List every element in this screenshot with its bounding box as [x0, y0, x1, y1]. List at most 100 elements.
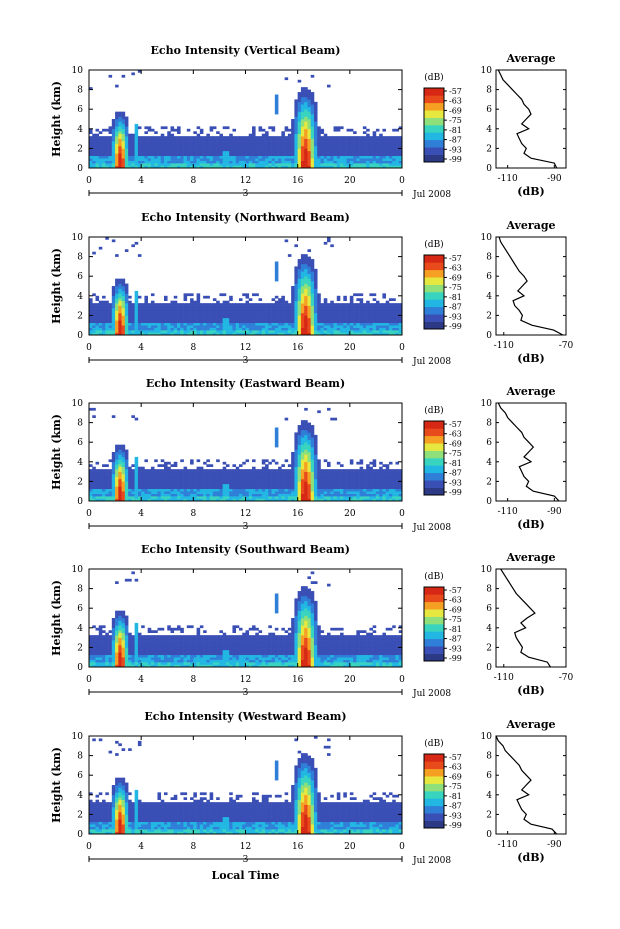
heatmap-cell [372, 486, 377, 490]
heatmap-cell [336, 145, 341, 149]
heatmap-cell [196, 141, 201, 144]
heatmap-cell [186, 327, 191, 331]
heatmap-cell [349, 160, 354, 164]
colorbar-segment [424, 487, 444, 496]
heatmap-cell [265, 131, 269, 134]
heatmap-cell [180, 493, 184, 497]
heatmap-cell [92, 165, 96, 169]
heatmap-cell [121, 476, 126, 480]
heatmap-cell [248, 478, 253, 482]
heatmap-cell [212, 481, 217, 485]
heatmap-cell [356, 150, 360, 154]
y-tick-label: 4 [77, 458, 83, 468]
heatmap-cell [115, 153, 119, 157]
heatmap-cell [203, 332, 207, 336]
heatmap-cell [392, 153, 396, 157]
heatmap-cell [89, 310, 93, 314]
heatmap-cell [284, 417, 289, 421]
heatmap-cell [196, 466, 201, 470]
heatmap-cell [108, 303, 113, 306]
heatmap-cell [307, 332, 312, 336]
heatmap-cell [300, 263, 305, 267]
heatmap-cell [388, 163, 393, 166]
heatmap-cell [300, 143, 305, 147]
heatmap-cell [340, 317, 344, 321]
heatmap-cell [131, 141, 135, 144]
heatmap-cell [366, 483, 370, 487]
heatmap-cell [343, 145, 347, 149]
heatmap-cell [330, 141, 334, 144]
heatmap-cell [284, 327, 289, 331]
heatmap-cell [137, 327, 142, 331]
heatmap-cell [225, 498, 230, 502]
heatmap-cell [232, 136, 237, 139]
heatmap-cell [98, 474, 103, 477]
heatmap-cell [170, 491, 175, 494]
heatmap-cell [261, 488, 266, 492]
heatmap-cell [98, 136, 103, 139]
heatmap-cell [379, 461, 383, 465]
heatmap-cell [369, 303, 373, 306]
heatmap-cell [268, 332, 272, 336]
colorbar-segment [424, 299, 444, 308]
heatmap-cell [255, 145, 259, 149]
heatmap-cell [248, 138, 253, 142]
heatmap-cell [294, 109, 298, 112]
heatmap-cell [346, 332, 351, 336]
heatmap-cell [95, 317, 100, 321]
heatmap-cell [261, 160, 266, 164]
heatmap-cell [89, 498, 93, 502]
heatmap-cell [108, 315, 113, 319]
heatmap-cell [362, 160, 367, 164]
heatmap-cell [222, 478, 227, 482]
heatmap-cell [131, 471, 135, 475]
heatmap-cell [98, 469, 103, 472]
heatmap-cell [310, 493, 315, 497]
profile-frame [495, 402, 567, 502]
heatmap-cell [297, 444, 302, 448]
heatmap-cell [235, 478, 240, 482]
heatmap-cell [216, 145, 220, 149]
heatmap-cell [310, 442, 315, 445]
heatmap-cell [300, 437, 305, 441]
heatmap-cell [304, 486, 308, 490]
heatmap-cell [105, 310, 109, 314]
heatmap-cell [255, 303, 259, 306]
heatmap-cell [154, 315, 158, 319]
heatmap-cell [209, 330, 214, 333]
heatmap-cell [183, 310, 188, 314]
heatmap-cell [327, 158, 331, 161]
heatmap-cell [111, 327, 116, 331]
heatmap-cell [134, 163, 139, 166]
heatmap-cell [157, 474, 162, 477]
heatmap-cell [349, 471, 354, 475]
heatmap-cell [167, 325, 171, 328]
heatmap-cell [388, 486, 393, 490]
heatmap-cell [343, 295, 347, 299]
heatmap-cell [274, 444, 279, 448]
heatmap-cell [252, 143, 256, 147]
heatmap-cell [307, 469, 312, 472]
heatmap-cell [95, 483, 100, 487]
heatmap-cell [124, 131, 129, 134]
heatmap-cell [323, 305, 328, 309]
heatmap-cell [291, 476, 295, 480]
heatmap-cell [271, 143, 276, 147]
heatmap-cell [343, 298, 347, 301]
heatmap-cell [118, 288, 122, 292]
heatmap-cell [190, 145, 194, 149]
heatmap-cell [320, 153, 325, 157]
heatmap-cell [395, 471, 400, 475]
heatmap-cell [379, 478, 383, 482]
heatmap-cell [196, 488, 201, 492]
heatmap-cell [278, 325, 282, 328]
heatmap-cell [287, 471, 292, 475]
heatmap-cell [252, 486, 256, 490]
heatmap-cell [170, 496, 175, 499]
heatmap-cell [180, 163, 184, 166]
colorbar-segment [424, 428, 444, 437]
heatmap-cell [340, 305, 344, 309]
heatmap-cell [92, 322, 96, 326]
heatmap-cell [265, 153, 269, 157]
heatmap-cell [245, 474, 250, 477]
